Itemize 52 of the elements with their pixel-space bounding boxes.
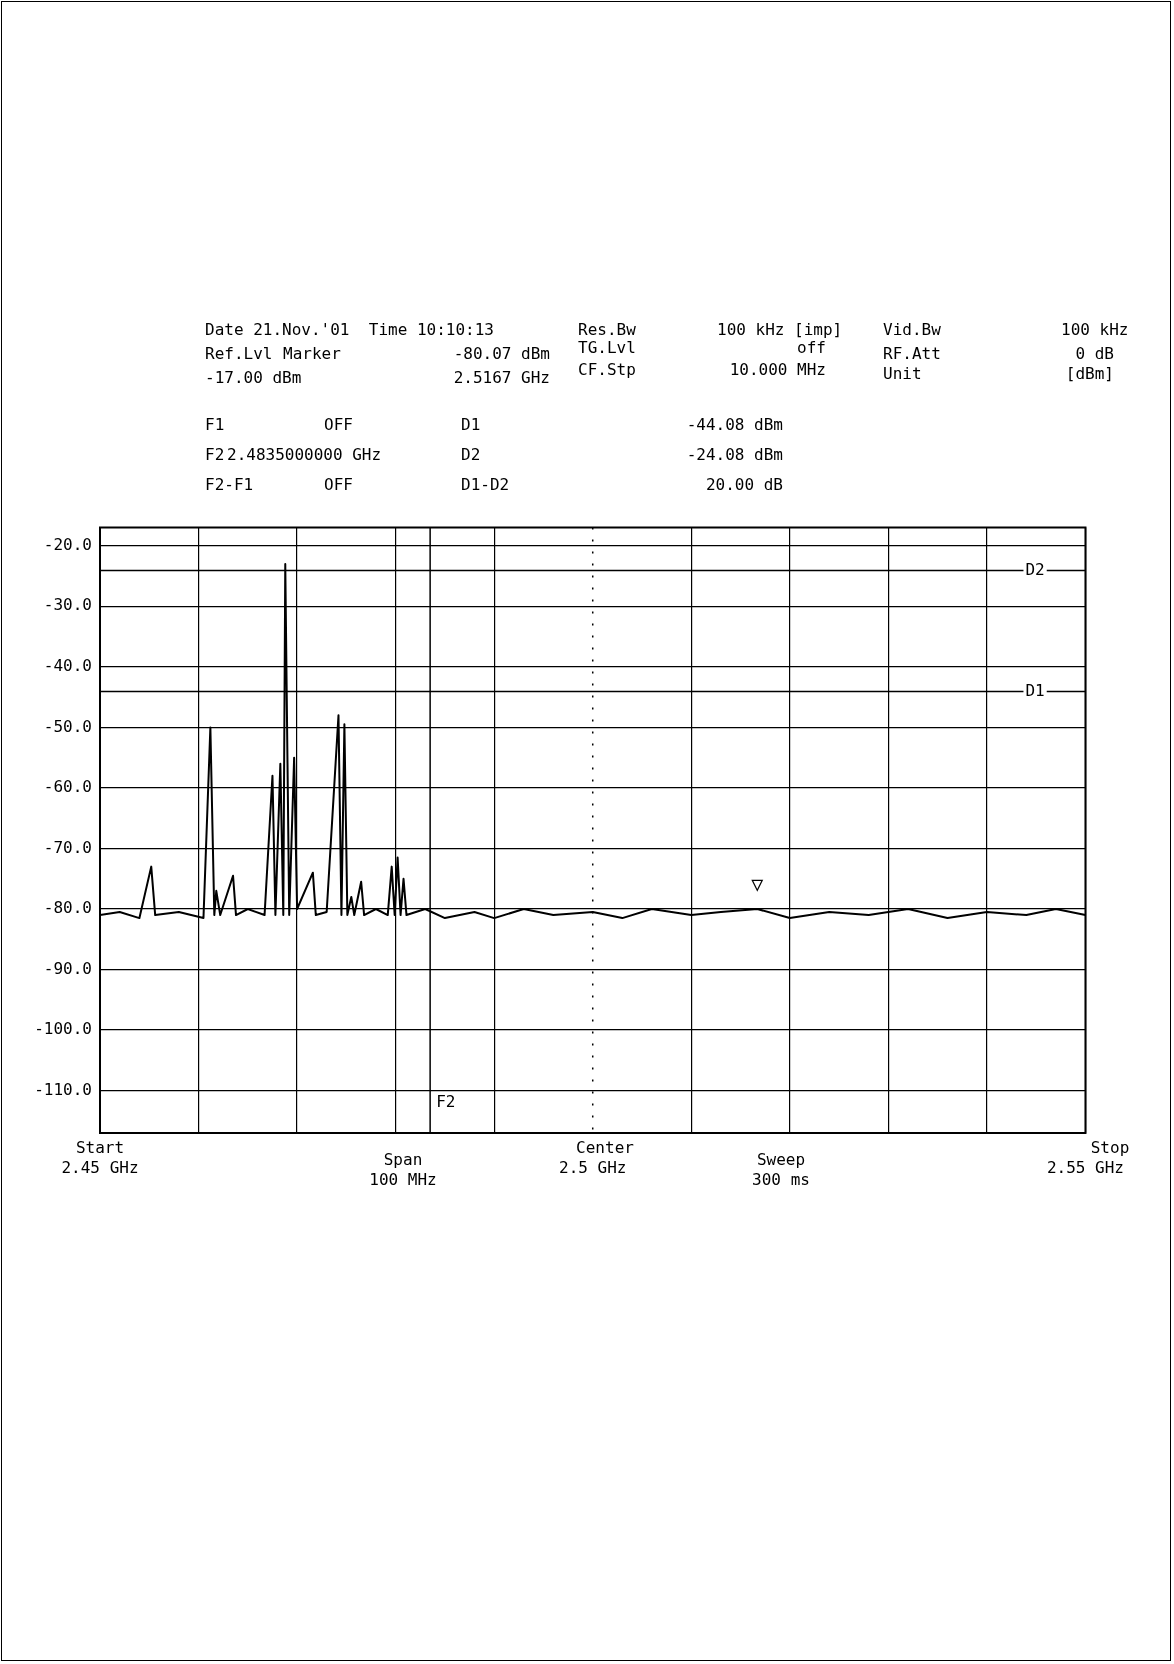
text: Sweep 300 ms	[751, 1150, 811, 1190]
text: -80.07 dBm	[453, 344, 550, 364]
y-tick-label: -70.0	[43, 837, 92, 857]
text: Span 100 MHz	[368, 1150, 438, 1190]
text: Res.Bw	[578, 320, 636, 340]
text: Marker	[283, 344, 341, 364]
x-tick-label: 2.45 GHz	[61, 1157, 139, 1177]
y-tick-label: -30.0	[43, 595, 92, 615]
text: CF.Stp	[578, 360, 636, 380]
y-tick-label: -20.0	[43, 534, 92, 554]
text: Date 21.Nov.'01 Time 10:10:13	[205, 320, 494, 340]
text: D1-D2	[461, 475, 510, 495]
x-tick-label: 2.55 GHz	[1046, 1157, 1124, 1177]
y-tick-label: -60.0	[43, 777, 92, 797]
text: Start	[74, 1138, 126, 1158]
text: Stop	[1089, 1138, 1131, 1158]
ref-line-label: D2	[1025, 559, 1045, 579]
text: Center	[575, 1138, 635, 1158]
text: 0 dB	[1075, 344, 1114, 364]
y-tick-label: -110.0	[34, 1079, 92, 1099]
text: Vid.Bw	[883, 320, 941, 340]
text: -17.00 dBm	[205, 368, 302, 388]
text: D1	[461, 415, 481, 435]
text: 20.00 dB	[705, 475, 783, 495]
annotation: ▽	[751, 871, 764, 896]
text: F1	[205, 415, 225, 435]
x-tick-label: 2.5 GHz	[559, 1157, 627, 1177]
text: Ref.Lvl	[205, 344, 273, 364]
text: Unit	[883, 364, 922, 384]
ref-line-label: D1	[1025, 680, 1045, 700]
text: RF.Att	[883, 344, 941, 364]
text: F2-F1	[205, 475, 254, 495]
y-tick-label: -80.0	[43, 898, 92, 918]
y-tick-label: -100.0	[34, 1019, 92, 1039]
text: 100 kHz [imp]	[717, 320, 843, 340]
text: TG.Lvl	[578, 338, 636, 358]
text: off	[797, 338, 826, 358]
y-tick-label: -90.0	[43, 958, 92, 978]
text: 100 kHz	[1061, 320, 1129, 340]
text: [dBm]	[1065, 364, 1114, 384]
ref-line-label: F2	[436, 1092, 456, 1112]
y-tick-label: -40.0	[43, 656, 92, 675]
text: OFF	[324, 415, 353, 435]
y-tick-label: -50.0	[43, 716, 92, 736]
text: 10.000 MHz	[729, 360, 826, 380]
text: 2.5167 GHz	[453, 368, 550, 388]
text: OFF	[324, 475, 353, 495]
text: F2	[205, 445, 225, 465]
text: 2.4835000000 GHz	[227, 445, 382, 465]
text: -44.08 dBm	[686, 415, 783, 435]
text: -24.08 dBm	[686, 445, 783, 465]
text: D2	[461, 445, 481, 465]
